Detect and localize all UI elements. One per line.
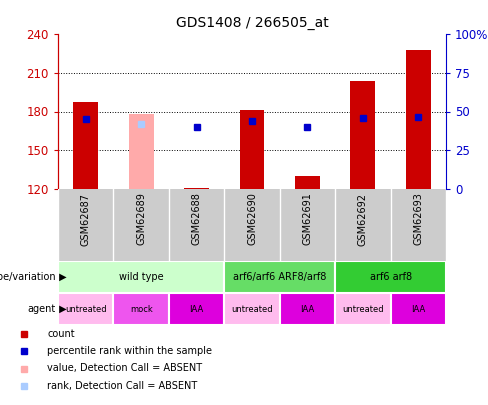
- Text: wild type: wild type: [119, 272, 163, 282]
- Text: GSM62691: GSM62691: [303, 193, 312, 245]
- Text: untreated: untreated: [65, 305, 106, 313]
- Text: GSM62690: GSM62690: [247, 193, 257, 245]
- Bar: [406, 49, 431, 189]
- Bar: [390, 293, 446, 325]
- Text: arf6 arf8: arf6 arf8: [369, 272, 412, 282]
- Text: IAA: IAA: [189, 305, 203, 313]
- Text: GSM62688: GSM62688: [192, 193, 202, 245]
- Text: IAA: IAA: [411, 305, 426, 313]
- Bar: [169, 293, 224, 325]
- Text: arf6/arf6 ARF8/arf8: arf6/arf6 ARF8/arf8: [233, 272, 326, 282]
- Title: GDS1408 / 266505_at: GDS1408 / 266505_at: [176, 16, 328, 30]
- Bar: [295, 176, 320, 189]
- Text: percentile rank within the sample: percentile rank within the sample: [47, 346, 212, 356]
- Text: ▶: ▶: [57, 304, 67, 314]
- Bar: [240, 110, 264, 189]
- Text: rank, Detection Call = ABSENT: rank, Detection Call = ABSENT: [47, 381, 198, 391]
- Text: agent: agent: [28, 304, 56, 314]
- Text: count: count: [47, 329, 75, 339]
- Bar: [113, 293, 169, 325]
- Text: GSM62693: GSM62693: [413, 193, 423, 245]
- Text: genotype/variation: genotype/variation: [0, 272, 56, 282]
- Text: IAA: IAA: [300, 305, 315, 313]
- Bar: [224, 261, 335, 293]
- Bar: [58, 261, 224, 293]
- Bar: [335, 293, 390, 325]
- Text: GSM62692: GSM62692: [358, 193, 368, 245]
- Bar: [129, 114, 154, 189]
- Bar: [335, 261, 446, 293]
- Text: ▶: ▶: [57, 272, 67, 282]
- Bar: [224, 293, 280, 325]
- Text: untreated: untreated: [231, 305, 273, 313]
- Bar: [58, 293, 113, 325]
- Bar: [73, 102, 98, 189]
- Bar: [280, 293, 335, 325]
- Bar: [184, 188, 209, 189]
- Text: untreated: untreated: [342, 305, 384, 313]
- Text: GSM62689: GSM62689: [136, 193, 146, 245]
- Bar: [350, 81, 375, 189]
- Text: GSM62687: GSM62687: [81, 193, 91, 245]
- Text: value, Detection Call = ABSENT: value, Detection Call = ABSENT: [47, 364, 203, 373]
- Text: mock: mock: [130, 305, 153, 313]
